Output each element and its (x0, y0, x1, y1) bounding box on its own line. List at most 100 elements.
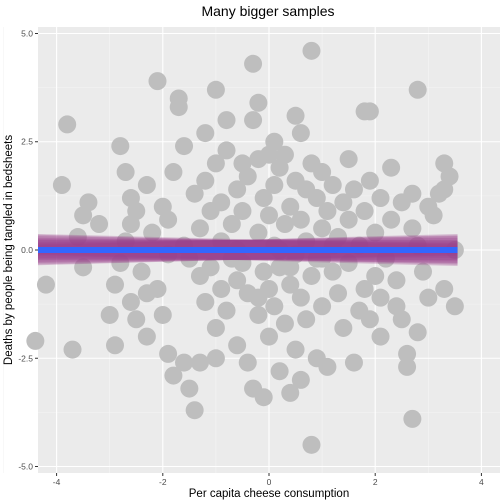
data-point (170, 98, 188, 116)
data-point (334, 319, 352, 337)
data-point (366, 267, 384, 285)
data-point (435, 180, 453, 198)
data-point (90, 215, 108, 233)
x-tick-label: 2 (373, 477, 378, 487)
data-point (175, 354, 193, 372)
data-point (249, 224, 267, 242)
data-point (207, 349, 225, 367)
data-point (435, 280, 453, 298)
data-point (164, 163, 182, 181)
data-point (403, 185, 421, 203)
data-point (218, 111, 236, 129)
data-point (324, 176, 342, 194)
data-point (425, 206, 443, 224)
data-point (255, 263, 273, 281)
data-point (313, 297, 331, 315)
data-point (276, 146, 294, 164)
data-point (122, 293, 140, 311)
data-point (127, 310, 145, 328)
data-point (409, 323, 427, 341)
data-point (191, 219, 209, 237)
data-point (361, 310, 379, 328)
data-point (340, 150, 358, 168)
data-point (255, 388, 273, 406)
data-point (372, 289, 390, 307)
data-point (260, 206, 278, 224)
data-point (26, 332, 44, 350)
data-point (446, 297, 464, 315)
data-point (196, 172, 214, 190)
data-point (212, 280, 230, 298)
data-point (180, 380, 198, 398)
data-point (239, 354, 257, 372)
x-axis-label: Per capita cheese consumption (189, 488, 349, 500)
data-point (53, 176, 71, 194)
data-point (403, 410, 421, 428)
data-point (196, 293, 214, 311)
data-point (101, 306, 119, 324)
data-point (138, 176, 156, 194)
y-tick-label: -2.5 (18, 353, 33, 363)
data-point (265, 297, 283, 315)
x-tick-label: -2 (159, 477, 167, 487)
y-axis-label: Deaths by people being tangled in bedshe… (3, 135, 15, 365)
data-point (233, 202, 251, 220)
data-point (409, 81, 427, 99)
data-point (302, 267, 320, 285)
data-point (111, 137, 129, 155)
data-point (133, 263, 151, 281)
data-point (372, 328, 390, 346)
data-point (218, 302, 236, 320)
data-point (212, 193, 230, 211)
chart-title: Many bigger samples (201, 3, 334, 19)
data-point (276, 215, 294, 233)
data-point (260, 328, 278, 346)
data-point (37, 276, 55, 294)
data-point (148, 72, 166, 90)
data-point (287, 107, 305, 125)
data-point (265, 176, 283, 194)
data-point (138, 328, 156, 346)
data-point (287, 341, 305, 359)
data-point (122, 215, 140, 233)
data-point (271, 362, 289, 380)
data-point (345, 354, 363, 372)
data-point (64, 341, 82, 359)
data-point (340, 211, 358, 229)
data-point (175, 137, 193, 155)
data-point (159, 211, 177, 229)
data-point (414, 263, 432, 281)
data-point (372, 189, 390, 207)
data-point (329, 284, 347, 302)
data-point (313, 219, 331, 237)
data-point (356, 202, 374, 220)
data-point (292, 371, 310, 389)
data-point (419, 289, 437, 307)
data-point (249, 289, 267, 307)
data-point (106, 276, 124, 294)
data-point (239, 167, 257, 185)
data-point (228, 336, 246, 354)
data-point (361, 102, 379, 120)
x-tick-label: 0 (267, 477, 272, 487)
data-point (207, 319, 225, 337)
y-tick-label: 5.0 (21, 28, 33, 38)
data-point (276, 315, 294, 333)
data-point (382, 211, 400, 229)
data-point (302, 436, 320, 454)
data-point (117, 163, 135, 181)
data-point (382, 159, 400, 177)
data-point (159, 345, 177, 363)
data-point (398, 358, 416, 376)
data-point (191, 354, 209, 372)
data-point (302, 42, 320, 60)
data-point (106, 336, 124, 354)
data-point (196, 124, 214, 142)
x-tick-label: -4 (53, 477, 61, 487)
data-point (292, 124, 310, 142)
data-point (403, 219, 421, 237)
data-point (154, 306, 172, 324)
y-axis-ticks: -5.0-2.50.02.55.0 (18, 28, 38, 471)
data-point (318, 358, 336, 376)
